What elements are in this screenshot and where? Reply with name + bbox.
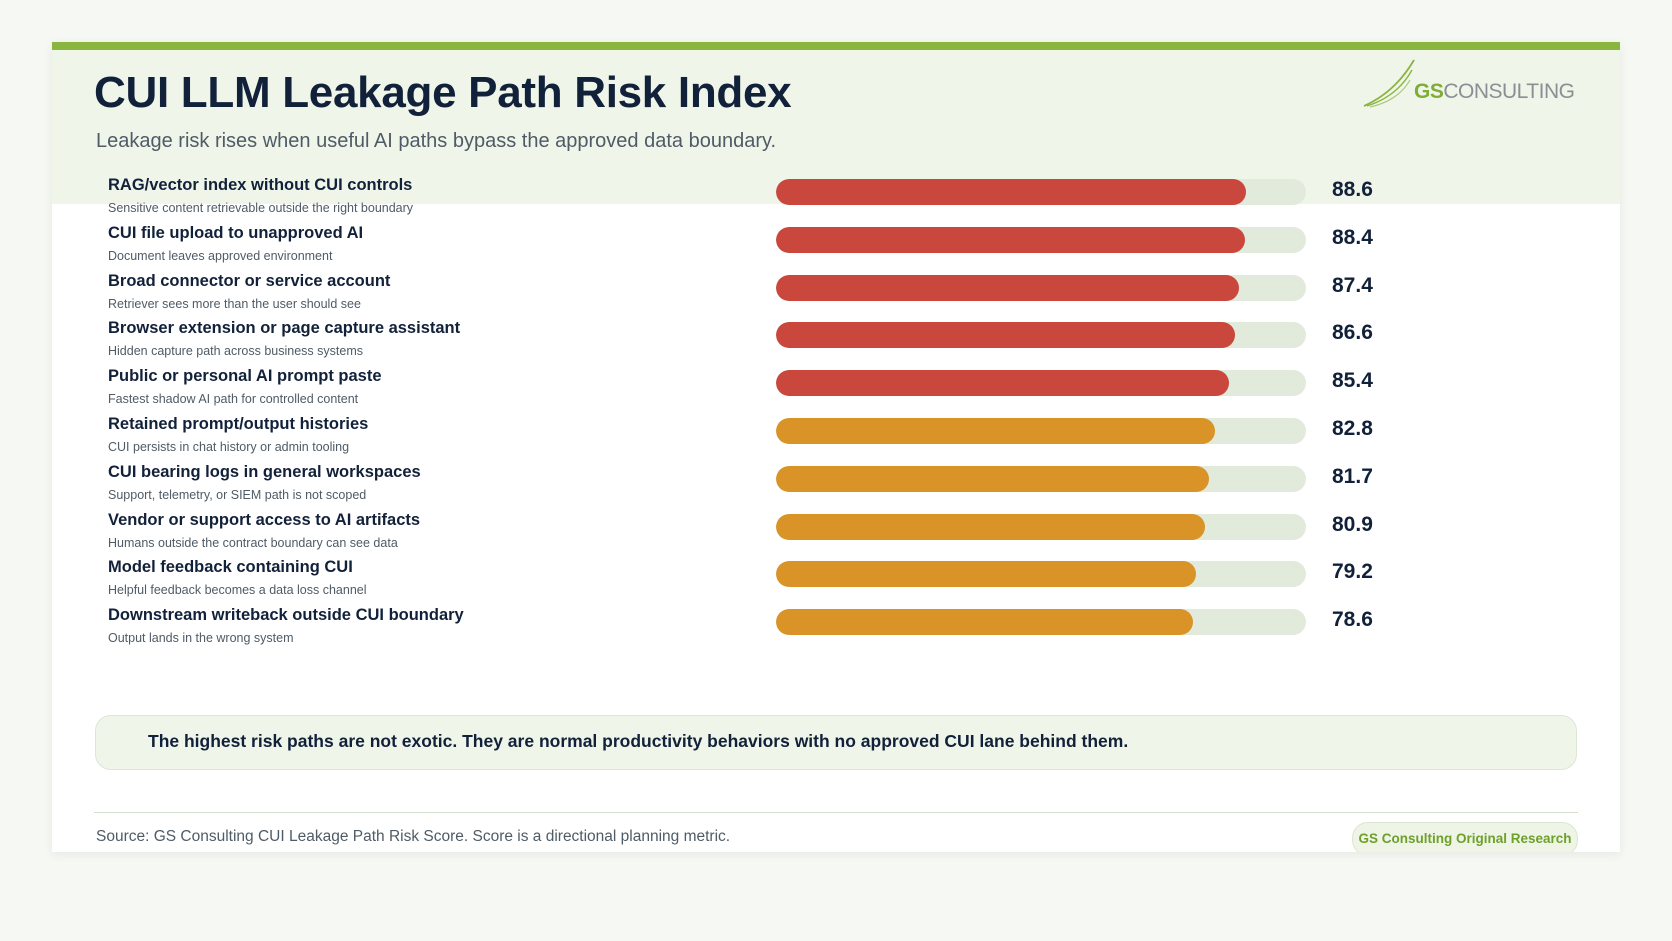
category-label: Public or personal AI prompt paste — [108, 367, 382, 386]
chart-row: Downstream writeback outside CUI boundar… — [108, 606, 1398, 657]
bar-track — [776, 465, 1306, 492]
logo-wordmark: GSCONSULTING — [1414, 80, 1575, 104]
bar-track — [776, 561, 1306, 588]
callout-box: The highest risk paths are not exotic. T… — [95, 715, 1577, 770]
category-label: Retained prompt/output histories — [108, 415, 369, 433]
category-description: Humans outside the contract boundary can… — [108, 535, 398, 550]
category-description: Fastest shadow AI path for controlled co… — [108, 392, 359, 407]
value-label: 79.2 — [1332, 560, 1373, 584]
chart-row: Browser extension or page capture assist… — [108, 319, 1398, 370]
bar-track — [776, 274, 1306, 301]
bar — [776, 274, 1240, 301]
bar — [776, 370, 1229, 397]
value-label: 85.4 — [1332, 369, 1373, 393]
category-label: Downstream writeback outside CUI boundar… — [108, 606, 464, 625]
category-description: Document leaves approved environment — [108, 248, 333, 263]
header: CUI LLM Leakage Path Risk Index Leakage … — [52, 50, 1620, 204]
bar — [776, 561, 1196, 588]
value-label: 87.4 — [1332, 273, 1373, 297]
chart-row: Vendor or support access to AI artifacts… — [108, 511, 1398, 562]
bar-track — [776, 179, 1306, 205]
bar-track — [776, 418, 1306, 444]
category-description: CUI persists in chat history or admin to… — [108, 440, 350, 454]
bar — [776, 609, 1193, 636]
category-label: Browser extension or page capture assist… — [108, 319, 461, 338]
chart-row: Public or personal AI prompt paste Fastes… — [108, 367, 1398, 418]
accent-bar — [52, 42, 1620, 50]
page-subtitle: Leakage risk rises when useful AI paths … — [96, 130, 777, 152]
value-label: 88.6 — [1332, 178, 1373, 201]
gs-consulting-logo: GSCONSULTING — [1362, 56, 1575, 110]
bar-track — [776, 513, 1306, 540]
bar — [776, 322, 1235, 349]
bar-track — [776, 609, 1306, 636]
value-label: 80.9 — [1332, 512, 1373, 536]
value-label: 88.4 — [1332, 225, 1373, 249]
bar — [776, 513, 1205, 540]
category-description: Helpful feedback becomes a data loss cha… — [108, 583, 367, 598]
category-description: Output lands in the wrong system — [108, 631, 294, 646]
value-label: 86.6 — [1332, 321, 1373, 345]
bar-track — [776, 226, 1306, 253]
value-label: 78.6 — [1332, 608, 1373, 632]
chart-row: RAG/vector index without CUI controls Sen… — [108, 176, 1398, 227]
bar — [776, 418, 1215, 444]
bar-track — [776, 322, 1306, 349]
chart-row: Model feedback containing CUI Helpful fee… — [108, 558, 1398, 609]
category-label: Broad connector or service account — [108, 271, 391, 290]
category-label: CUI bearing logs in general workspaces — [108, 462, 421, 481]
category-label: RAG/vector index without CUI controls — [108, 176, 413, 194]
chart-row: Broad connector or service account Retrie… — [108, 272, 1398, 323]
bar — [776, 179, 1246, 205]
logo-consulting-text: CONSULTING — [1443, 80, 1575, 103]
category-description: Sensitive content retrievable outside th… — [108, 201, 414, 215]
report-card: CUI LLM Leakage Path Risk Index Leakage … — [52, 42, 1620, 852]
chart-row: Retained prompt/output histories CUI pers… — [108, 415, 1398, 466]
footer-divider — [94, 812, 1578, 813]
page-title: CUI LLM Leakage Path Risk Index — [94, 68, 792, 117]
category-description: Retriever sees more than the user should… — [108, 296, 361, 311]
bar-track — [776, 370, 1306, 397]
category-label: Model feedback containing CUI — [108, 558, 353, 577]
category-description: Support, telemetry, or SIEM path is not … — [108, 487, 367, 502]
category-label: Vendor or support access to AI artifacts — [108, 510, 421, 529]
research-badge: GS Consulting Original Research — [1352, 822, 1578, 852]
chart-row: CUI bearing logs in general workspaces Su… — [108, 463, 1398, 514]
value-label: 81.7 — [1332, 464, 1373, 488]
value-label: 82.8 — [1332, 417, 1373, 440]
bar — [776, 226, 1245, 253]
category-description: Hidden capture path across business syst… — [108, 344, 363, 359]
logo-gs-text: GS — [1414, 80, 1444, 103]
bar — [776, 465, 1209, 492]
swoosh-icon — [1363, 59, 1415, 108]
callout-text: The highest risk paths are not exotic. T… — [148, 731, 1129, 751]
source-note: Source: GS Consulting CUI Leakage Path R… — [96, 828, 731, 845]
chart-row: CUI file upload to unapproved AI Document… — [108, 224, 1398, 275]
category-label: CUI file upload to unapproved AI — [108, 223, 364, 242]
